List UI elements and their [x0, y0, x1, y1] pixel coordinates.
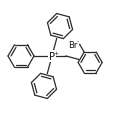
Text: +: +: [53, 50, 59, 55]
Text: -: -: [77, 39, 79, 44]
Text: Br: Br: [68, 40, 77, 49]
Text: P: P: [49, 52, 55, 61]
